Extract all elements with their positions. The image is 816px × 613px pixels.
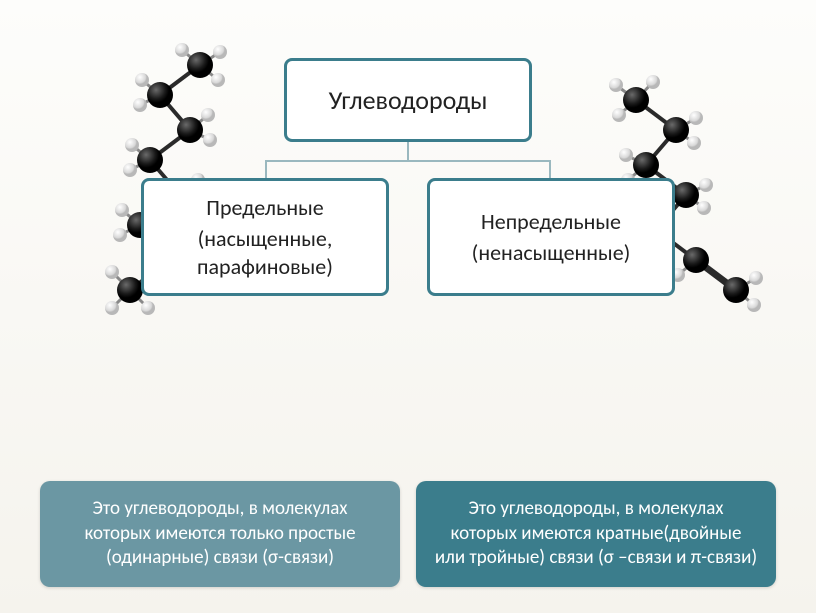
child-node-unsaturated: Непредельные (ненасыщенные) xyxy=(427,178,675,296)
definition-saturated: Это углеводороды, в молекулах которых им… xyxy=(40,481,400,587)
root-node: Углеводороды xyxy=(284,58,532,142)
child-label-line2: (ненасыщенные) xyxy=(472,239,631,267)
hierarchy-diagram: Углеводороды Предельные (насыщенные, пар… xyxy=(0,58,816,296)
child-label-line1: Предельные xyxy=(206,194,323,222)
child-label-line1: Непредельные xyxy=(481,208,621,236)
child-label-line2: (насыщенные, парафиновые) xyxy=(162,225,368,280)
definition-unsaturated: Это углеводороды, в молекулах которых им… xyxy=(416,481,776,587)
definitions-row: Это углеводороды, в молекулах которых им… xyxy=(0,481,816,587)
children-row: Предельные (насыщенные, парафиновые) Неп… xyxy=(141,178,675,296)
root-label: Углеводороды xyxy=(329,84,488,116)
child-node-saturated: Предельные (насыщенные, парафиновые) xyxy=(141,178,389,296)
